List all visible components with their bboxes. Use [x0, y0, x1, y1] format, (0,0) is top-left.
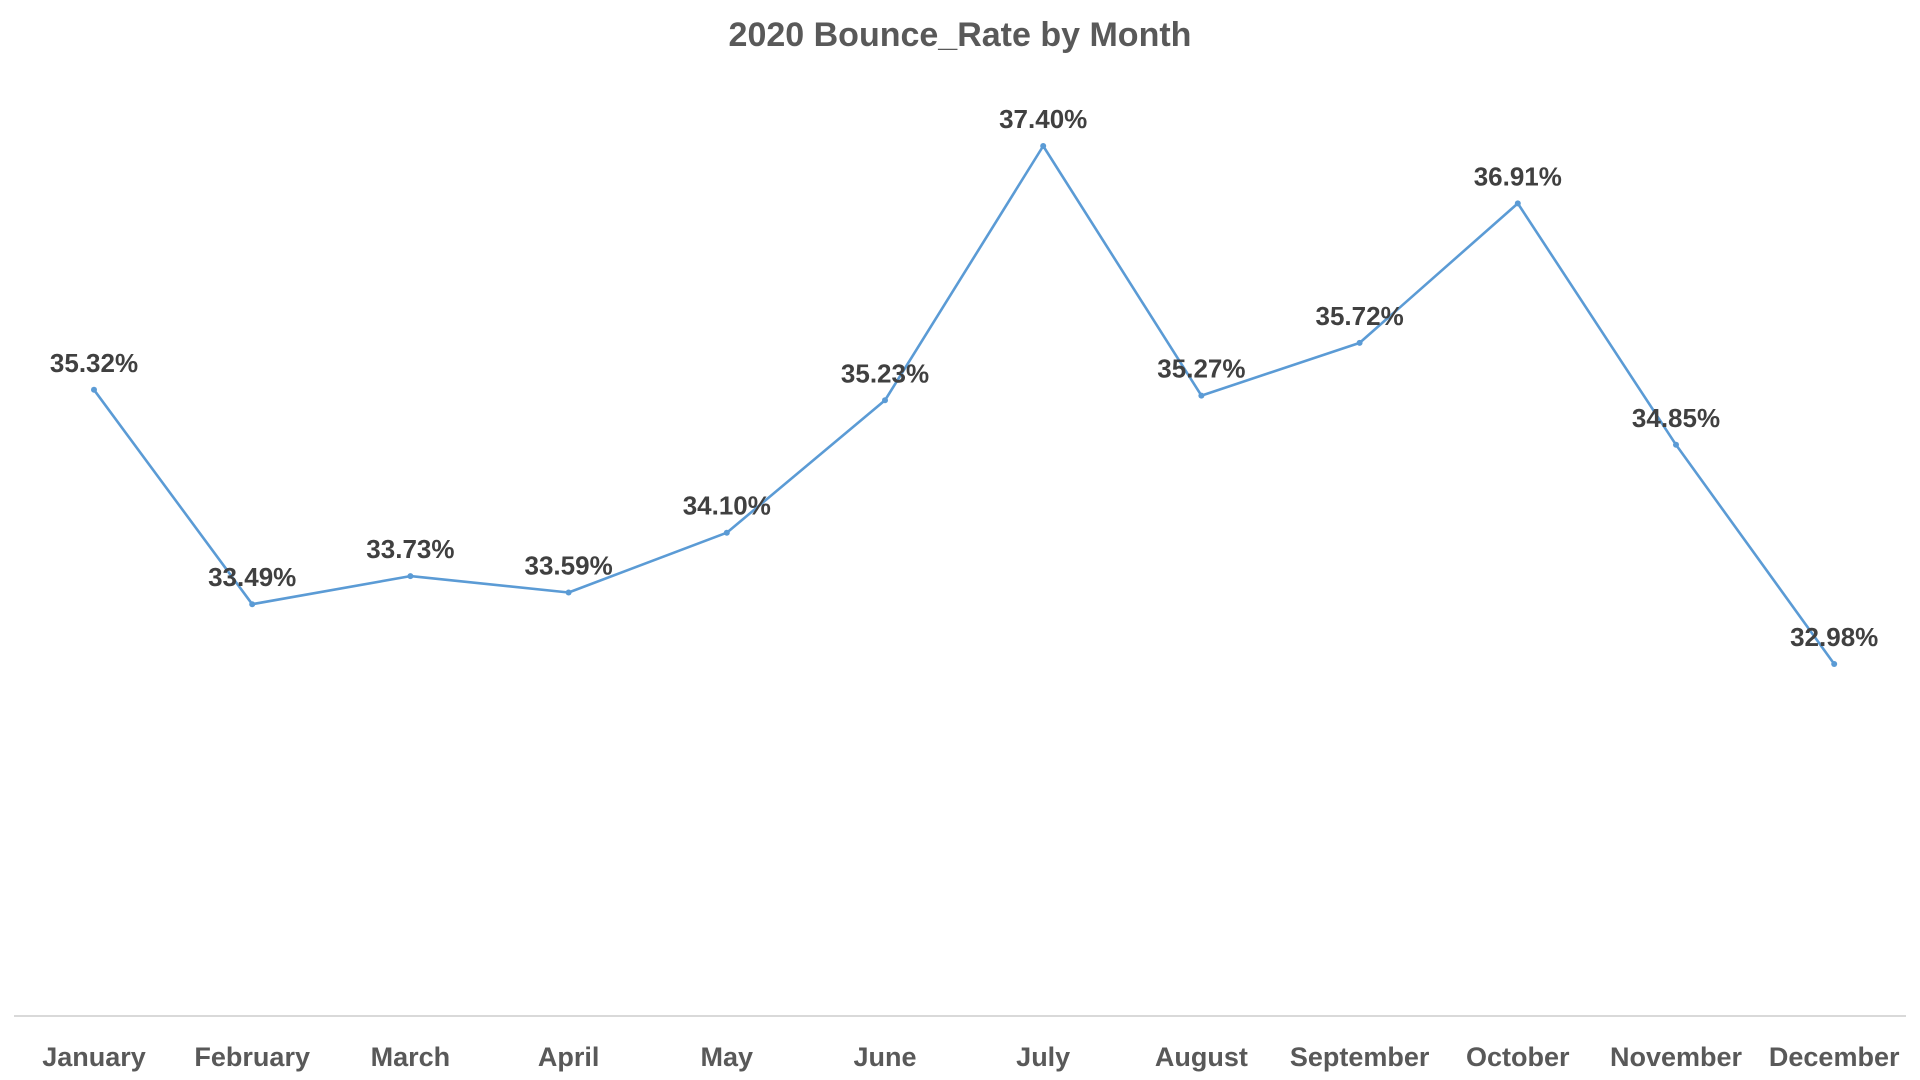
data-label-january: 35.32%	[50, 348, 138, 378]
series-line	[92, 144, 1836, 665]
data-label-group: 35.32% 33.49% 33.73% 33.59% 34.10% 35.23% 37.4…	[50, 104, 1878, 652]
data-point-december	[1831, 661, 1838, 667]
chart-title: 2020 Bounce_Rate by Month	[729, 16, 1192, 54]
x-tick-label-december: December	[1769, 1042, 1900, 1072]
data-label-september: 35.72%	[1316, 301, 1404, 331]
data-point-january	[91, 386, 97, 393]
x-tick-label-june: June	[853, 1042, 916, 1072]
x-tick-label-february: February	[194, 1042, 310, 1072]
data-point-march	[407, 573, 414, 580]
data-point-february	[249, 601, 256, 608]
data-point-september	[1356, 339, 1363, 346]
x-tick-label-september: September	[1290, 1042, 1430, 1072]
data-point-august	[1198, 392, 1205, 399]
x-tick-label-october: October	[1466, 1042, 1570, 1072]
data-label-may: 34.10%	[683, 491, 771, 521]
data-label-july: 37.40%	[999, 104, 1087, 134]
data-point-july	[1040, 143, 1047, 149]
data-label-february: 33.49%	[208, 562, 296, 592]
data-label-october: 36.91%	[1474, 161, 1562, 191]
data-point-november	[1673, 441, 1679, 448]
data-point-june	[882, 397, 888, 404]
x-tick-label-may: May	[701, 1042, 754, 1072]
data-label-august: 35.27%	[1157, 354, 1245, 384]
series-group	[91, 143, 1838, 667]
x-tick-label-march: March	[371, 1042, 451, 1072]
data-point-april	[565, 589, 572, 596]
data-label-december: 32.98%	[1790, 622, 1878, 652]
data-label-june: 35.23%	[841, 358, 929, 388]
x-tick-label-group: January February March April May June July Augu…	[42, 1042, 1900, 1072]
x-tick-label-august: August	[1155, 1042, 1248, 1072]
x-tick-label-november: November	[1610, 1042, 1743, 1072]
x-tick-label-january: January	[42, 1042, 146, 1072]
x-tick-label-april: April	[538, 1042, 600, 1072]
data-label-november: 34.85%	[1632, 403, 1720, 433]
data-point-october	[1514, 200, 1521, 207]
data-point-may	[723, 529, 730, 536]
x-tick-label-july: July	[1016, 1042, 1070, 1072]
data-label-march: 33.73%	[366, 534, 454, 564]
data-label-april: 33.59%	[525, 551, 613, 581]
